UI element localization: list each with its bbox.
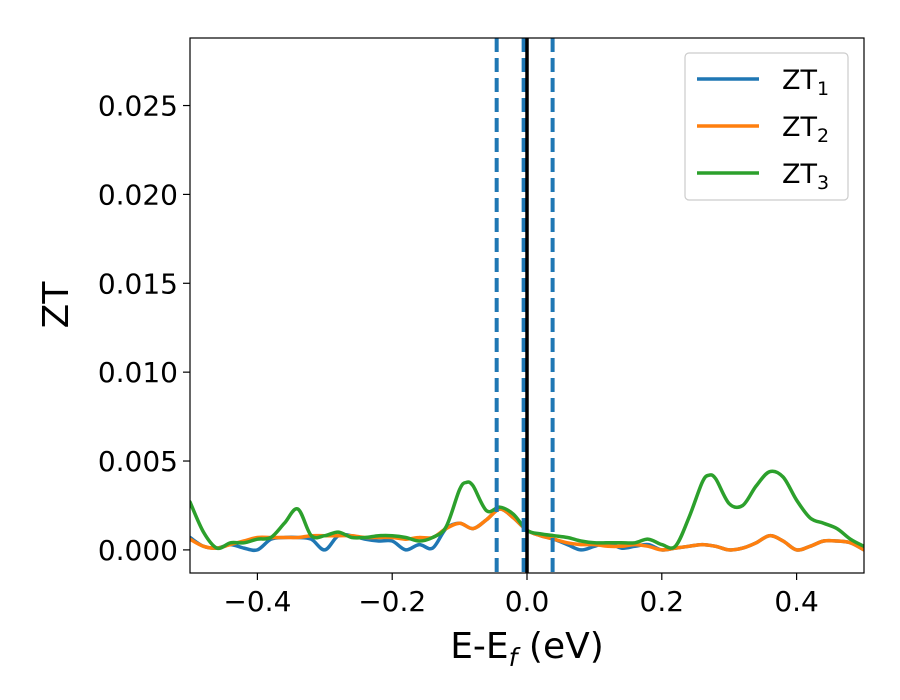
x-tick-label: −0.4 xyxy=(223,585,291,618)
x-axis-ticks: −0.4 −0.2 0.0 0.2 0.4 xyxy=(223,573,819,618)
y-tick-label: 0.010 xyxy=(98,356,178,389)
legend-label-zt1: ZT1 xyxy=(782,65,829,100)
y-tick-label: 0.025 xyxy=(98,90,178,123)
vertical-lines xyxy=(494,38,555,573)
y-tick-label: 0.000 xyxy=(98,534,178,567)
x-tick-label: −0.2 xyxy=(358,585,426,618)
y-tick-label: 0.020 xyxy=(98,178,178,211)
x-axis-label: E-Ef (eV) xyxy=(450,626,604,672)
y-axis-label: ZT xyxy=(36,281,77,329)
legend-label-zt2: ZT2 xyxy=(782,112,829,147)
x-tick-label: 0.2 xyxy=(640,585,685,618)
x-tick-label: 0.0 xyxy=(505,585,550,618)
y-tick-label: 0.015 xyxy=(98,267,178,300)
y-tick-label: 0.005 xyxy=(98,445,178,478)
legend: ZT1 ZT2 ZT3 xyxy=(684,52,849,201)
legend-entries: ZT1 ZT2 ZT3 xyxy=(697,65,829,194)
y-axis-ticks: 0.000 0.005 0.010 0.015 0.020 0.025 xyxy=(98,90,190,567)
x-tick-label: 0.4 xyxy=(774,585,819,618)
legend-label-zt3: ZT3 xyxy=(782,159,829,194)
legend-box xyxy=(684,52,849,201)
